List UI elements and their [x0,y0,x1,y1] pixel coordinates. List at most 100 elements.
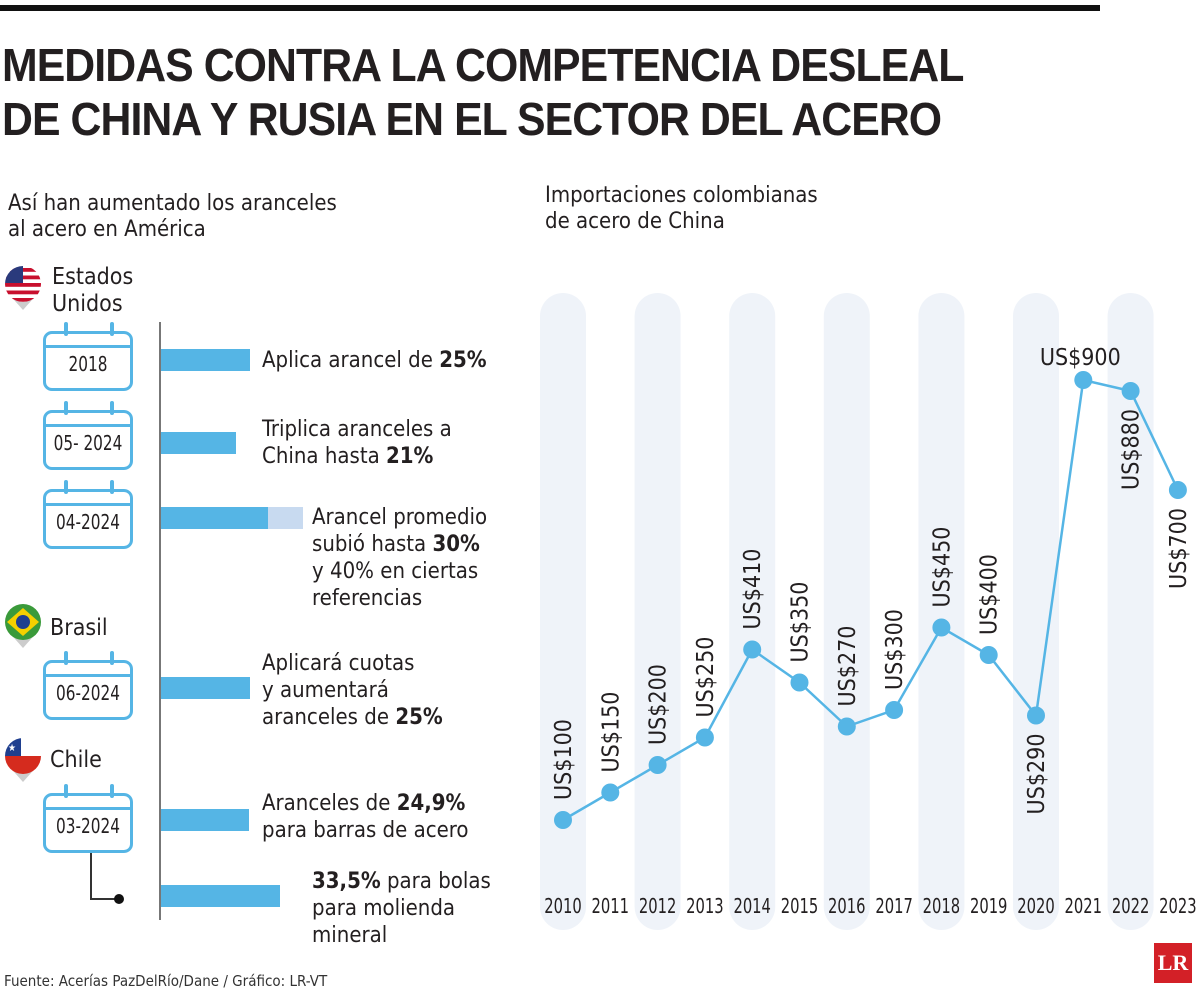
measure-date: 06-2024 [56,681,120,705]
column-band [918,293,965,930]
calendar-icon: 2018 [43,322,133,391]
data-point [695,728,714,747]
column-band [634,293,681,930]
desc-text: Aranceles de [262,791,397,816]
measure-description: Aranceles de 24,9% para barras de acero [262,790,469,844]
desc-highlight: 21% [386,444,434,469]
data-point [1074,371,1093,389]
page-title: MEDIDAS CONTRA LA COMPETENCIA DESLEAL DE … [2,38,964,146]
svg-text:★: ★ [8,743,16,754]
tariff-bar [161,885,280,907]
data-label: US$270 [835,626,861,707]
data-label: US$450 [929,527,955,608]
country-name: Estados Unidos [52,264,134,317]
column-band [540,293,586,930]
country-name: Brasil [50,615,108,641]
us-flag-pin-icon [5,266,41,310]
measure-date: 03-2024 [56,814,120,838]
connector-line [90,898,118,900]
desc-text: para bolas para molienda mineral [312,869,491,948]
x-tick-label: 2022 [1112,896,1149,919]
x-tick-label: 2015 [781,896,818,919]
calendar-icon: 04-2024 [43,480,133,549]
x-tick-label: 2012 [639,896,676,919]
data-label: US$200 [646,664,672,745]
tariff-bar [161,809,250,831]
desc-highlight: 25% [439,348,487,373]
connector-dot [114,894,124,904]
data-point [601,783,620,802]
desc-text: para barras de acero [262,818,469,843]
x-tick-label: 2016 [828,896,865,919]
data-label: US$700 [1166,508,1192,589]
data-point [885,701,904,719]
desc-highlight: 25% [395,705,443,730]
measure-description: Arancel promedio subió hasta 30% y 40% e… [312,504,487,612]
calendar-icon: 03-2024 [43,784,133,853]
tariff-bar [161,677,250,699]
timeline-axis [159,322,161,920]
desc-highlight: 30% [432,532,480,557]
data-label: US$880 [1119,409,1145,490]
measure-date: 05- 2024 [53,431,123,455]
data-point [932,618,951,637]
title-line: MEDIDAS CONTRA LA COMPETENCIA DESLEAL [2,39,964,91]
column-band [1107,293,1154,930]
x-tick-label: 2014 [733,896,770,919]
data-point [1168,481,1187,499]
data-point [1121,382,1140,400]
measure-description: Aplica arancel de 25% [262,347,487,374]
x-tick-label: 2018 [923,896,960,919]
connector-line [90,853,92,899]
left-subtitle: Así han aumentado los aranceles al acero… [8,191,337,242]
brazil-flag-pin-icon [5,604,41,648]
data-label: US$100 [551,719,577,800]
data-point [648,756,667,774]
calendar-icon: 05- 2024 [43,401,133,470]
data-point [554,811,572,829]
top-rule [0,5,1100,11]
x-tick-label: 2017 [875,896,912,919]
column-band [823,293,870,930]
chile-flag-pin-icon: ★ [5,738,41,782]
desc-text: Aplica arancel de [262,348,440,373]
column-band [729,293,776,930]
data-label: US$400 [977,554,1003,635]
measure-description: 33,5% para bolas para molienda mineral [312,868,491,949]
desc-text: Arancel promedio subió hasta [312,505,488,557]
desc-text: Triplica aranceles a China hasta [262,417,452,469]
x-tick-label: 2011 [592,896,629,919]
source-note: Fuente: Acerías PazDelRío/Dane / Gráfico… [4,972,328,990]
data-point [790,673,809,692]
measure-description: Triplica aranceles a China hasta 21% [262,416,452,470]
measure-date: 04-2024 [56,510,120,534]
desc-highlight: 33,5% [312,869,381,894]
column-band [1013,293,1059,930]
country-name: Chile [50,747,102,773]
data-label: US$300 [882,609,908,690]
data-label: US$250 [693,637,719,718]
measure-description: Aplicará cuotas y aumentará aranceles de… [262,650,443,731]
x-tick-label: 2010 [544,896,581,919]
series-line [562,378,1180,822]
measure-date: 2018 [68,352,108,376]
tariff-bar [161,507,268,529]
title-line: DE CHINA Y RUSIA EN EL SECTOR DEL ACERO [2,93,942,145]
data-label: US$410 [740,549,766,630]
desc-highlight: 24,9% [396,791,466,816]
x-tick-label: 2021 [1065,896,1102,919]
data-point [837,717,856,736]
data-label: US$150 [598,692,624,773]
x-tick-label: 2020 [1017,896,1054,919]
x-tick-label: 2013 [686,896,723,919]
lr-logo: LR [1154,943,1192,983]
desc-text: y 40% en ciertas referencias [312,559,479,611]
data-point [743,640,762,659]
x-tick-label: 2023 [1159,896,1196,919]
tariff-bar [161,349,250,371]
data-label: US$900 [1040,345,1121,371]
tariff-bar [161,432,236,454]
data-point [979,646,998,664]
data-label: US$350 [788,582,814,663]
